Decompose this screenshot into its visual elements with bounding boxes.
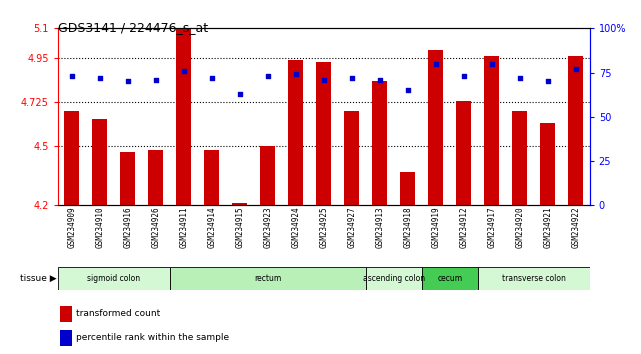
Point	[95, 75, 105, 81]
Text: GDS3141 / 224476_s_at: GDS3141 / 224476_s_at	[58, 21, 208, 34]
Bar	[204, 150, 219, 205]
Point	[570, 66, 581, 72]
Bar	[148, 150, 163, 205]
Bar	[478, 267, 590, 290]
Text: tissue ▶: tissue ▶	[20, 274, 56, 283]
Bar	[288, 60, 303, 205]
Bar	[316, 62, 331, 205]
Bar	[512, 111, 528, 205]
Bar	[260, 146, 276, 205]
Point	[347, 75, 357, 81]
Point	[374, 77, 385, 82]
Bar	[366, 267, 422, 290]
Bar	[400, 172, 415, 205]
Bar	[484, 56, 499, 205]
Bar	[176, 28, 192, 205]
Point	[515, 75, 525, 81]
Text: transformed count: transformed count	[76, 309, 160, 318]
Bar	[60, 330, 72, 346]
Point	[487, 61, 497, 67]
Point	[403, 87, 413, 93]
Point	[179, 68, 189, 74]
Text: rectum: rectum	[254, 274, 281, 283]
Bar	[120, 152, 135, 205]
Bar	[372, 81, 387, 205]
Bar	[422, 267, 478, 290]
Point	[263, 73, 273, 79]
Bar	[540, 123, 555, 205]
Text: sigmoid colon: sigmoid colon	[87, 274, 140, 283]
Text: cecum: cecum	[437, 274, 462, 283]
Point	[431, 61, 441, 67]
Point	[290, 72, 301, 77]
Bar	[170, 267, 366, 290]
Bar	[456, 101, 471, 205]
Bar	[428, 50, 444, 205]
Point	[151, 77, 161, 82]
Bar	[344, 111, 360, 205]
Bar	[64, 111, 79, 205]
Point	[235, 91, 245, 97]
Bar	[58, 267, 170, 290]
Bar	[60, 306, 72, 322]
Text: ascending colon: ascending colon	[363, 274, 425, 283]
Point	[319, 77, 329, 82]
Bar	[92, 119, 108, 205]
Text: percentile rank within the sample: percentile rank within the sample	[76, 333, 229, 342]
Bar	[568, 56, 583, 205]
Point	[542, 79, 553, 84]
Bar	[232, 203, 247, 205]
Point	[122, 79, 133, 84]
Text: transverse colon: transverse colon	[502, 274, 565, 283]
Point	[206, 75, 217, 81]
Point	[67, 73, 77, 79]
Point	[458, 73, 469, 79]
